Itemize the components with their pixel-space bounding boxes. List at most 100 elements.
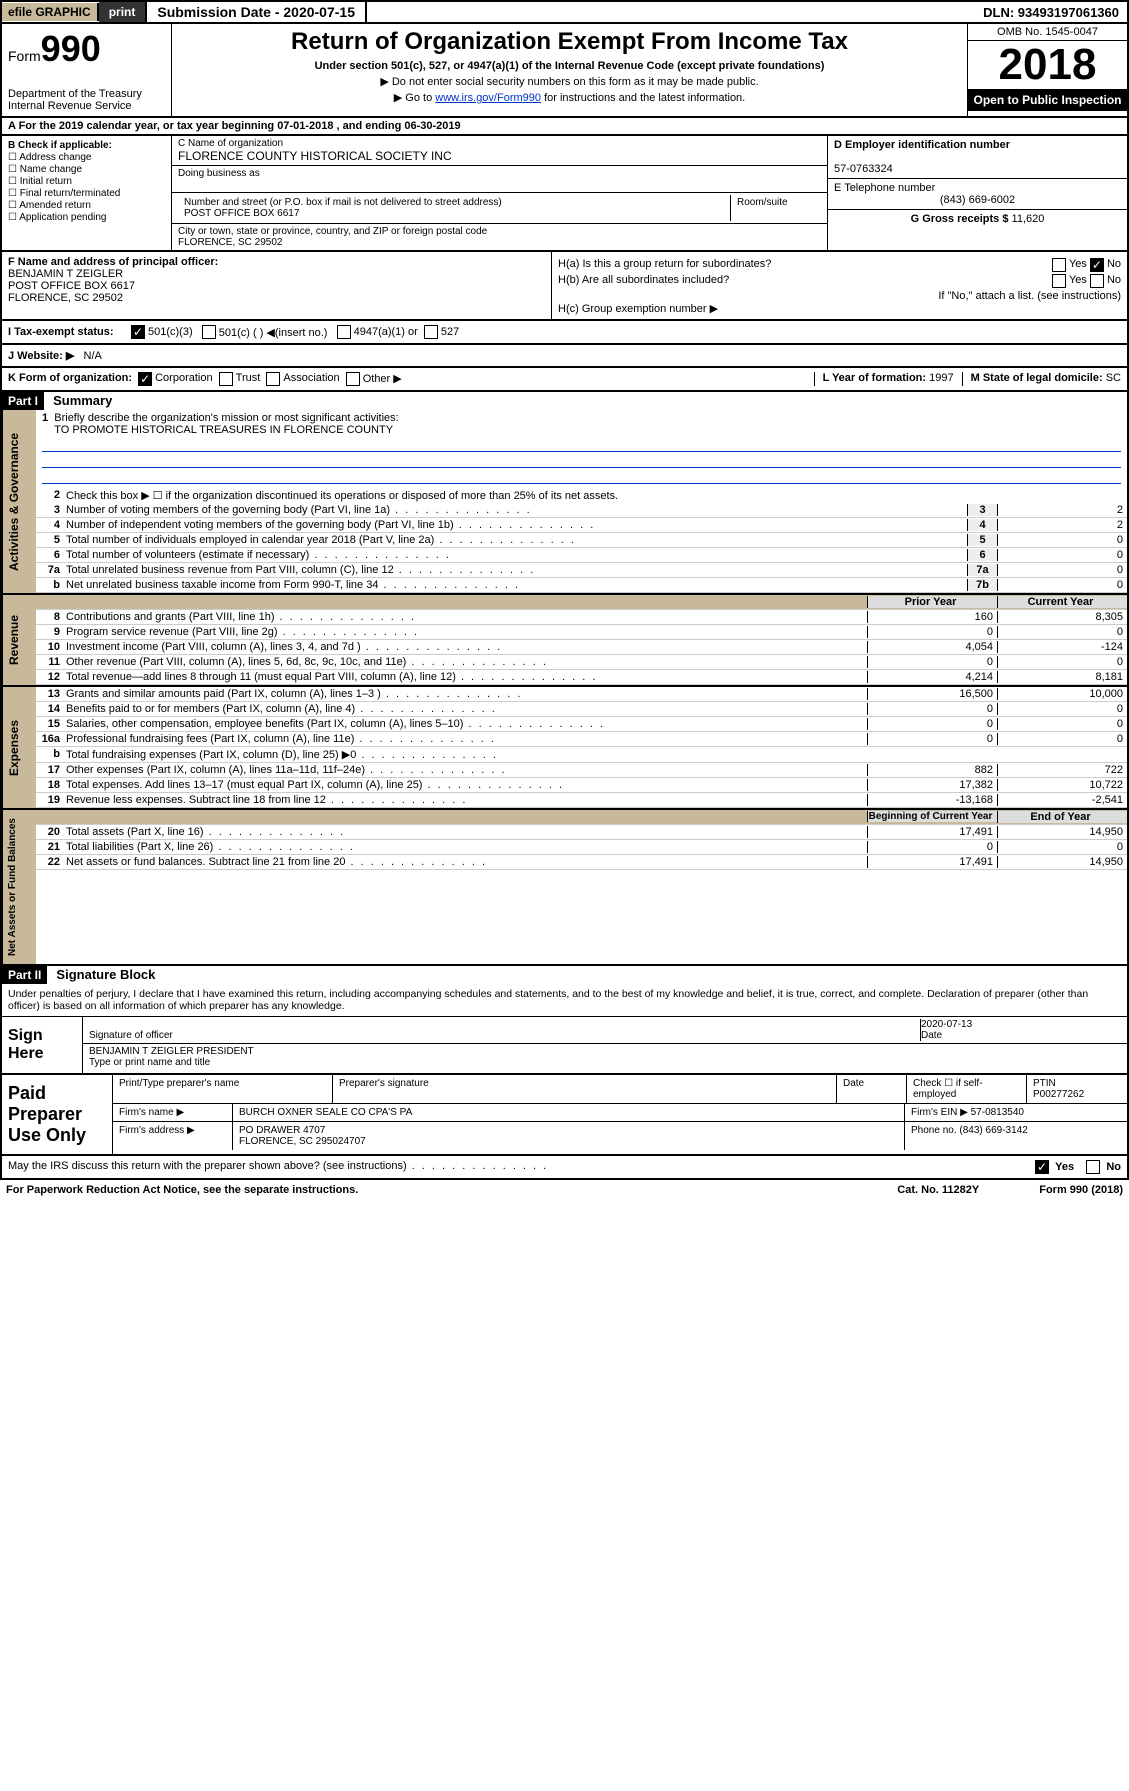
paid-label: Paid Preparer Use Only bbox=[2, 1075, 112, 1154]
firm-address: PO DRAWER 4707 bbox=[239, 1125, 325, 1136]
subtitle-3: ▶ Go to www.irs.gov/Form990 for instruct… bbox=[180, 91, 959, 104]
table-row: 4Number of independent voting members of… bbox=[36, 518, 1127, 533]
form-number: Form990 bbox=[8, 28, 165, 70]
discuss-row: May the IRS discuss this return with the… bbox=[0, 1156, 1129, 1180]
table-row: 22Net assets or fund balances. Subtract … bbox=[36, 855, 1127, 870]
status-501c[interactable] bbox=[202, 325, 216, 339]
cat-no: Cat. No. 11282Y bbox=[897, 1184, 979, 1196]
status-527[interactable] bbox=[424, 325, 438, 339]
side-governance: Activities & Governance bbox=[2, 410, 36, 593]
table-row: 13Grants and similar amounts paid (Part … bbox=[36, 687, 1127, 702]
check-application-pending[interactable]: ☐ Application pending bbox=[8, 212, 165, 223]
box-h: H(a) Is this a group return for subordin… bbox=[552, 252, 1127, 319]
ha-no[interactable]: ✓ bbox=[1090, 258, 1104, 272]
firm-ein: 57-0813540 bbox=[971, 1107, 1024, 1118]
check-final-return[interactable]: ☐ Final return/terminated bbox=[8, 188, 165, 199]
open-to-public: Open to Public Inspection bbox=[968, 89, 1127, 111]
sign-here-label: Sign Here bbox=[2, 1017, 82, 1073]
box-c: C Name of organization FLORENCE COUNTY H… bbox=[172, 136, 827, 250]
table-row: 3Number of voting members of the governi… bbox=[36, 503, 1127, 518]
form-trust[interactable] bbox=[219, 372, 233, 386]
block-fh: F Name and address of principal officer:… bbox=[0, 252, 1129, 321]
signer-name: BENJAMIN T ZEIGLER PRESIDENT bbox=[89, 1046, 254, 1057]
topbar: efile GRAPHIC print Submission Date - 20… bbox=[0, 0, 1129, 24]
table-row: 20Total assets (Part X, line 16)17,49114… bbox=[36, 825, 1127, 840]
table-row: 21Total liabilities (Part X, line 26)00 bbox=[36, 840, 1127, 855]
side-netassets: Net Assets or Fund Balances bbox=[2, 810, 36, 964]
table-row: 14Benefits paid to or for members (Part … bbox=[36, 702, 1127, 717]
table-row: 12Total revenue—add lines 8 through 11 (… bbox=[36, 670, 1127, 685]
form-header: Form990 Department of the Treasury Inter… bbox=[0, 24, 1129, 118]
submission-date: Submission Date - 2020-07-15 bbox=[147, 2, 367, 22]
status-501c3[interactable]: ✓ bbox=[131, 325, 145, 339]
part1-governance: Activities & Governance 1 Briefly descri… bbox=[0, 410, 1129, 595]
box-f: F Name and address of principal officer:… bbox=[2, 252, 552, 319]
org-name: FLORENCE COUNTY HISTORICAL SOCIETY INC bbox=[178, 149, 452, 163]
table-row: 15Salaries, other compensation, employee… bbox=[36, 717, 1127, 732]
bottom-row: For Paperwork Reduction Act Notice, see … bbox=[0, 1180, 1129, 1200]
part1-expenses: Expenses 13Grants and similar amounts pa… bbox=[0, 687, 1129, 810]
part1-title: Summary bbox=[53, 393, 112, 408]
city-state-zip: FLORENCE, SC 29502 bbox=[178, 237, 283, 248]
check-address-change[interactable]: ☐ Address change bbox=[8, 152, 165, 163]
table-row: 11Other revenue (Part VIII, column (A), … bbox=[36, 655, 1127, 670]
website: N/A bbox=[84, 350, 102, 362]
firm-phone: (843) 669-3142 bbox=[959, 1125, 1027, 1136]
box-deg: D Employer identification number 57-0763… bbox=[827, 136, 1127, 250]
telephone: (843) 669-6002 bbox=[834, 194, 1121, 206]
domicile: SC bbox=[1106, 372, 1121, 384]
ein: 57-0763324 bbox=[834, 163, 893, 175]
table-row: 8Contributions and grants (Part VIII, li… bbox=[36, 610, 1127, 625]
form-corp[interactable]: ✓ bbox=[138, 372, 152, 386]
officer-name: BENJAMIN T ZEIGLER bbox=[8, 268, 123, 280]
gross-receipts: 11,620 bbox=[1012, 213, 1045, 225]
website-row: J Website: ▶ N/A bbox=[0, 345, 1129, 368]
table-row: 17Other expenses (Part IX, column (A), l… bbox=[36, 763, 1127, 778]
check-amended-return[interactable]: ☐ Amended return bbox=[8, 200, 165, 211]
print-button[interactable]: print bbox=[99, 2, 148, 22]
part1-revenue: Revenue Prior YearCurrent Year 8Contribu… bbox=[0, 595, 1129, 687]
signature-block: Under penalties of perjury, I declare th… bbox=[0, 984, 1129, 1075]
paid-preparer: Paid Preparer Use Only Print/Type prepar… bbox=[0, 1075, 1129, 1156]
mission: TO PROMOTE HISTORICAL TREASURES IN FLORE… bbox=[54, 424, 393, 436]
street-address: POST OFFICE BOX 6617 bbox=[184, 208, 299, 219]
hb-no[interactable] bbox=[1090, 274, 1104, 288]
form-assoc[interactable] bbox=[266, 372, 280, 386]
table-row: 7aTotal unrelated business revenue from … bbox=[36, 563, 1127, 578]
side-revenue: Revenue bbox=[2, 595, 36, 685]
table-row: 5Total number of individuals employed in… bbox=[36, 533, 1127, 548]
form-footer: Form 990 (2018) bbox=[1039, 1184, 1123, 1196]
part2-header: Part II bbox=[2, 966, 47, 984]
table-row: 19Revenue less expenses. Subtract line 1… bbox=[36, 793, 1127, 808]
table-row: 16aProfessional fundraising fees (Part I… bbox=[36, 732, 1127, 747]
declaration: Under penalties of perjury, I declare th… bbox=[2, 984, 1127, 1016]
ha-yes[interactable] bbox=[1052, 258, 1066, 272]
subtitle-1: Under section 501(c), 527, or 4947(a)(1)… bbox=[180, 60, 959, 72]
discuss-no[interactable] bbox=[1086, 1160, 1100, 1174]
side-expenses: Expenses bbox=[2, 687, 36, 808]
tax-year: 2018 bbox=[968, 41, 1127, 89]
check-initial-return[interactable]: ☐ Initial return bbox=[8, 176, 165, 187]
hb-yes[interactable] bbox=[1052, 274, 1066, 288]
table-row: 9Program service revenue (Part VIII, lin… bbox=[36, 625, 1127, 640]
check-name-change[interactable]: ☐ Name change bbox=[8, 164, 165, 175]
part1-netassets: Net Assets or Fund Balances Beginning of… bbox=[0, 810, 1129, 966]
discuss-yes[interactable]: ✓ bbox=[1035, 1160, 1049, 1174]
firm-name: BURCH OXNER SEALE CO CPA'S PA bbox=[233, 1104, 905, 1121]
tax-status-row: I Tax-exempt status: ✓ 501(c)(3) 501(c) … bbox=[0, 321, 1129, 345]
part2-title: Signature Block bbox=[56, 967, 155, 982]
status-4947[interactable] bbox=[337, 325, 351, 339]
year-formation: 1997 bbox=[929, 372, 953, 384]
dln: DLN: 93493197061360 bbox=[975, 3, 1127, 22]
instructions-link[interactable]: www.irs.gov/Form990 bbox=[435, 92, 541, 104]
table-row: 6Total number of volunteers (estimate if… bbox=[36, 548, 1127, 563]
table-row: bTotal fundraising expenses (Part IX, co… bbox=[36, 747, 1127, 763]
omb-number: OMB No. 1545-0047 bbox=[968, 24, 1127, 41]
form-other[interactable] bbox=[346, 372, 360, 386]
table-row: bNet unrelated business taxable income f… bbox=[36, 578, 1127, 593]
ptin: P00277262 bbox=[1033, 1089, 1084, 1100]
table-row: 18Total expenses. Add lines 13–17 (must … bbox=[36, 778, 1127, 793]
part1-header: Part I bbox=[2, 392, 44, 410]
efile-label: efile GRAPHIC bbox=[2, 3, 99, 21]
sign-date: 2020-07-13 bbox=[921, 1019, 972, 1030]
